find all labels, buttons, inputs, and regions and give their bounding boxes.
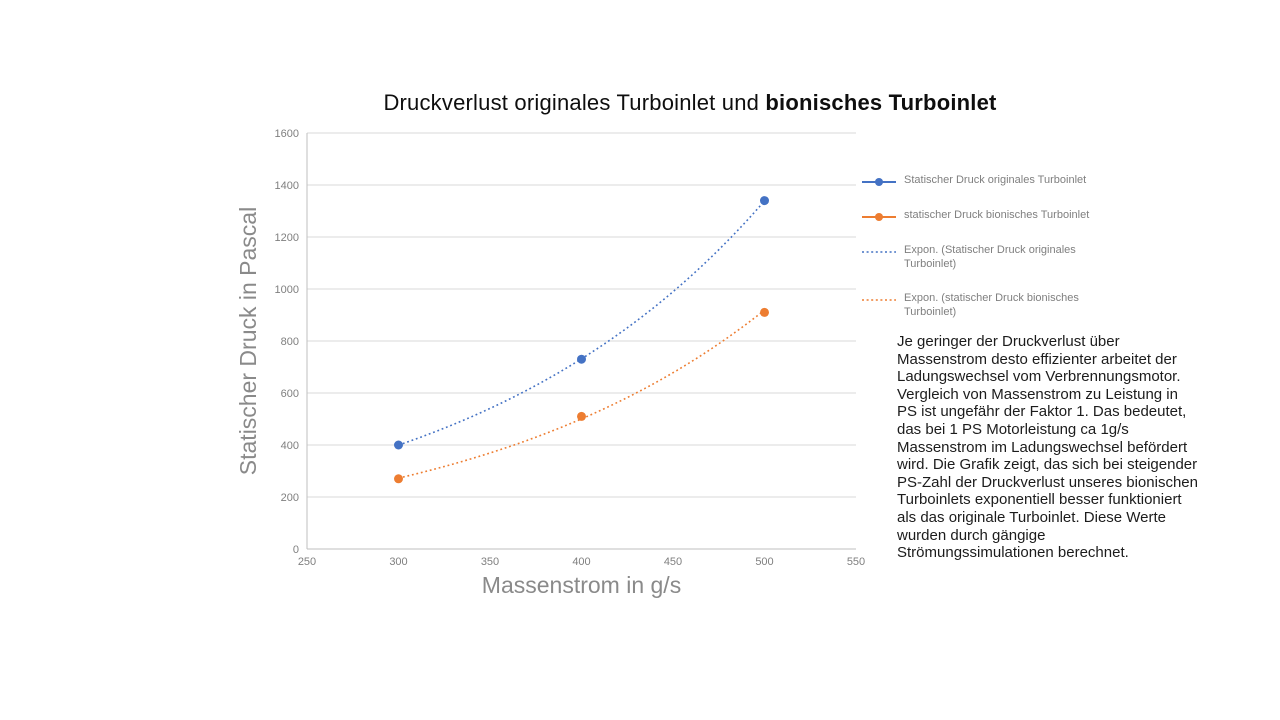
x-tick-label: 400 [572, 556, 590, 568]
chart-title-normal: Druckverlust originales Turboinlet und [383, 90, 766, 115]
y-tick-label: 1600 [275, 128, 299, 140]
legend-dotted-line-icon [862, 251, 896, 253]
x-tick-label: 550 [847, 556, 865, 568]
trendline [398, 200, 766, 446]
chart-legend: Statischer Druck originales Turboinlet st… [862, 174, 1134, 340]
y-tick-label: 400 [281, 440, 299, 452]
x-tick-label: 350 [481, 556, 499, 568]
data-point-series-1 [394, 474, 403, 484]
trendline [398, 309, 765, 479]
legend-item-label: Expon. (statischer Druck bionisches Turb… [904, 292, 1079, 318]
legend-item: Expon. (Statischer Druck originales Turb… [862, 244, 1134, 271]
x-tick-label: 450 [664, 556, 682, 568]
y-tick-label: 600 [281, 388, 299, 400]
data-point-series-0 [394, 440, 403, 450]
y-tick-label: 1400 [275, 180, 299, 192]
y-tick-label: 200 [281, 492, 299, 504]
y-tick-label: 0 [293, 544, 299, 556]
legend-item-label: statischer Druck bionisches Turboinlet [904, 209, 1090, 221]
data-point-series-0 [577, 354, 586, 364]
legend-line-marker-icon [862, 213, 896, 221]
data-point-series-0 [760, 196, 769, 206]
x-tick-label: 250 [298, 556, 316, 568]
data-point-series-1 [760, 307, 769, 317]
legend-item: statischer Druck bionisches Turboinlet [862, 209, 1134, 223]
data-point-series-1 [577, 411, 586, 421]
chart-title-bold: bionisches Turboinlet [765, 90, 997, 115]
scatter-chart: 0 200 400 600 800 1000 1200 1400 1600 250 300 350 40… [235, 128, 865, 598]
legend-item-label: Statischer Druck originales Turboinlet [904, 174, 1087, 186]
legend-item: Expon. (statischer Druck bionisches Turb… [862, 292, 1134, 319]
legend-item-label: Expon. (Statischer Druck originales Turb… [904, 244, 1076, 270]
y-axis-title: Statischer Druck in Pascal [235, 207, 261, 475]
chart-title: Druckverlust originales Turboinlet und b… [295, 90, 1085, 116]
y-tick-label: 1000 [275, 284, 299, 296]
x-tick-label: 500 [755, 556, 773, 568]
legend-line-marker-icon [862, 178, 896, 186]
y-tick-label: 800 [281, 336, 299, 348]
y-tick-label: 1200 [275, 232, 299, 244]
x-tick-label: 300 [389, 556, 407, 568]
legend-dotted-line-icon [862, 299, 896, 301]
x-axis-title: Massenstrom in g/s [482, 572, 681, 598]
annotation-text: Je geringer der Druckverlust über Massen… [897, 333, 1198, 562]
legend-item: Statischer Druck originales Turboinlet [862, 174, 1134, 188]
